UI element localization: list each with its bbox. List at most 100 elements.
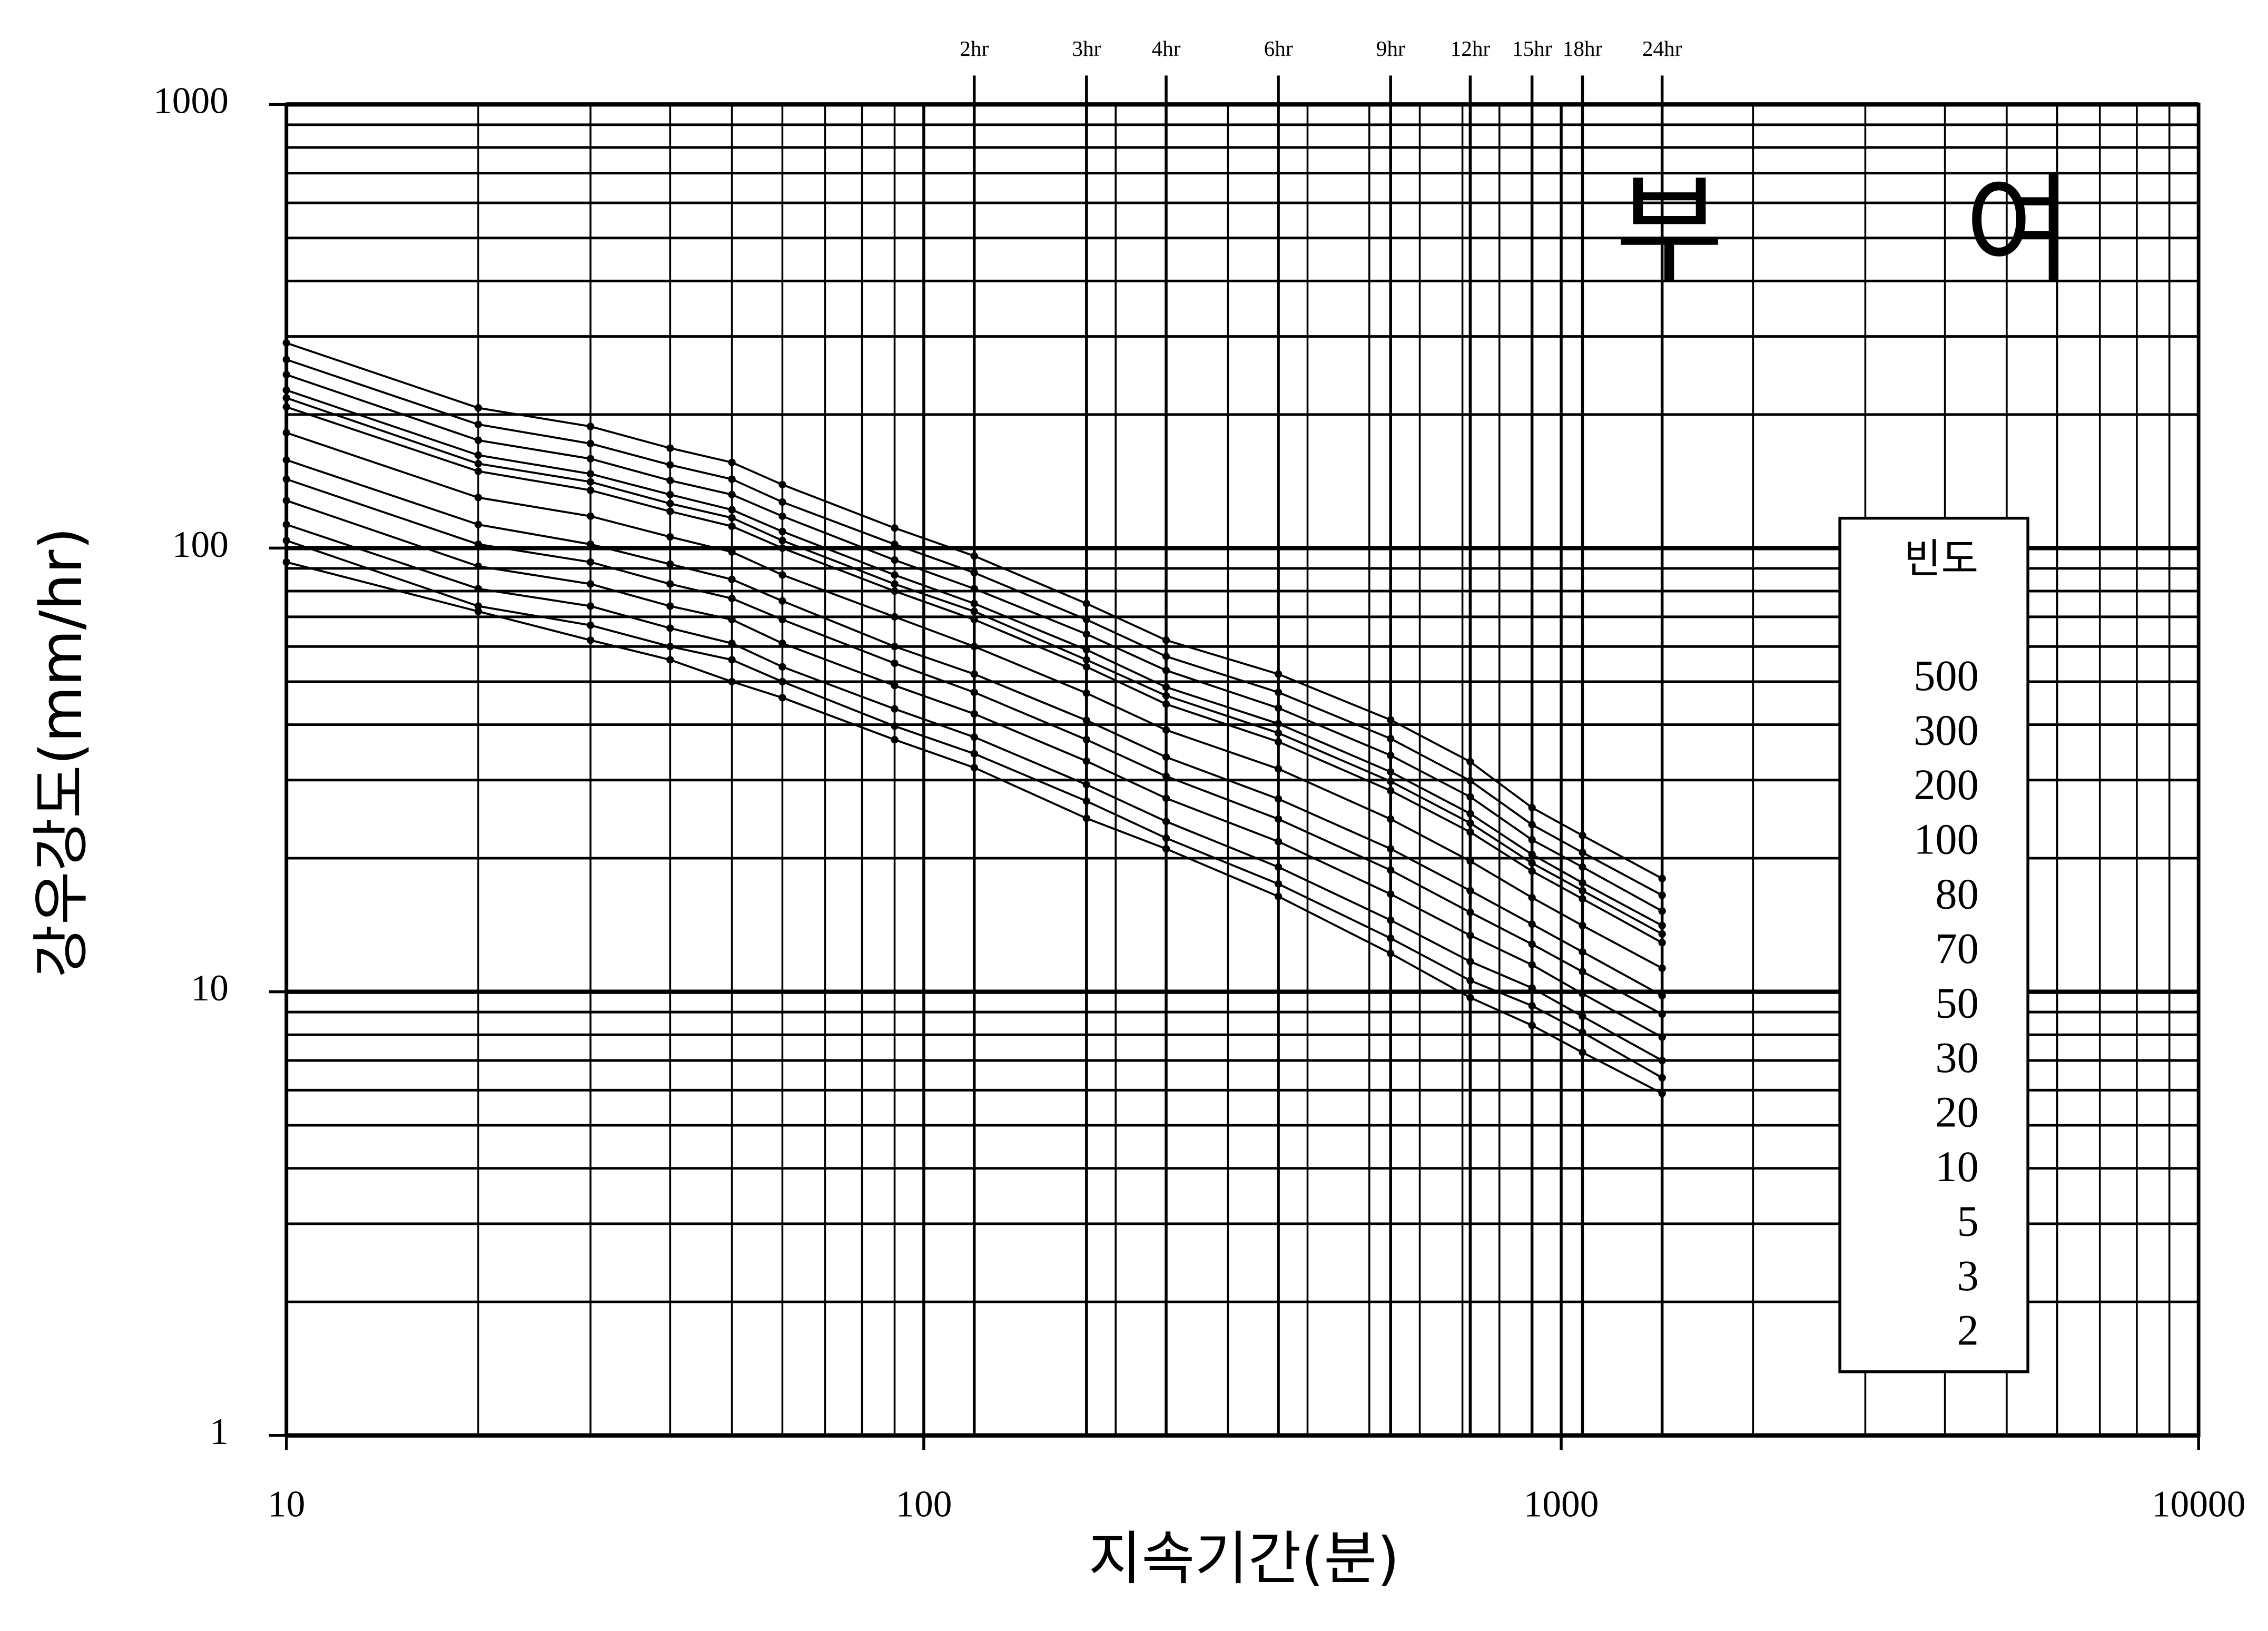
top-tick-label: 24hr bbox=[1642, 36, 1682, 61]
data-point bbox=[1162, 652, 1170, 661]
data-point bbox=[586, 470, 595, 478]
legend-entry: 10 bbox=[1935, 1143, 1978, 1191]
x-tick-label: 10000 bbox=[2152, 1483, 2245, 1525]
data-point bbox=[970, 733, 978, 741]
data-point bbox=[1387, 751, 1395, 760]
data-point bbox=[586, 558, 595, 566]
data-point bbox=[586, 439, 595, 448]
y-tick-label: 100 bbox=[172, 524, 229, 565]
data-point bbox=[1466, 887, 1474, 895]
series-line bbox=[286, 374, 1663, 912]
legend-entry: 70 bbox=[1935, 925, 1978, 972]
data-point bbox=[1162, 753, 1170, 761]
data-point bbox=[1658, 1056, 1666, 1065]
data-point bbox=[891, 541, 899, 548]
series-line bbox=[286, 539, 1663, 1079]
data-point bbox=[282, 536, 290, 545]
data-point bbox=[1387, 787, 1395, 794]
data-point bbox=[1082, 663, 1090, 671]
data-point bbox=[1528, 803, 1536, 812]
data-point bbox=[1658, 875, 1666, 882]
data-point bbox=[970, 764, 978, 772]
data-point bbox=[728, 522, 736, 530]
data-point bbox=[1387, 716, 1395, 724]
data-point bbox=[586, 455, 595, 463]
data-point bbox=[666, 560, 674, 568]
data-point bbox=[586, 541, 595, 548]
data-point bbox=[891, 722, 899, 730]
data-point bbox=[474, 520, 482, 528]
data-point bbox=[1082, 689, 1090, 697]
data-point bbox=[778, 512, 786, 520]
data-point bbox=[1528, 920, 1536, 928]
data-point bbox=[1658, 991, 1666, 1000]
data-point bbox=[891, 524, 899, 532]
data-point bbox=[728, 490, 736, 499]
data-point bbox=[586, 621, 595, 630]
data-point bbox=[1528, 859, 1536, 867]
data-point bbox=[474, 562, 482, 571]
data-point bbox=[891, 587, 899, 595]
data-point bbox=[666, 444, 674, 452]
series-line bbox=[286, 342, 1663, 880]
series-line bbox=[286, 478, 1663, 1015]
data-point bbox=[282, 403, 290, 411]
legend-entry: 500 bbox=[1914, 652, 1979, 700]
data-point bbox=[1082, 646, 1090, 654]
data-point bbox=[1387, 815, 1395, 823]
data-point bbox=[1162, 692, 1170, 700]
data-point bbox=[1466, 828, 1474, 836]
data-point bbox=[1466, 810, 1474, 818]
data-point bbox=[1528, 961, 1536, 969]
data-point bbox=[1387, 866, 1395, 874]
series-line bbox=[286, 358, 1663, 897]
data-point bbox=[891, 643, 899, 651]
data-point bbox=[1579, 948, 1586, 956]
series-line bbox=[286, 561, 1663, 1095]
data-point bbox=[1466, 977, 1474, 985]
data-point bbox=[1082, 656, 1090, 664]
data-point bbox=[1387, 916, 1395, 924]
legend: 500 300 200 100 80 70 50 30 20 10 5 3 2 bbox=[1914, 652, 1979, 1354]
legend-box bbox=[1838, 516, 2029, 1373]
data-point bbox=[1528, 821, 1536, 829]
data-point bbox=[1658, 930, 1666, 938]
data-point bbox=[1466, 931, 1474, 939]
data-point bbox=[1658, 1033, 1666, 1041]
series-line bbox=[286, 397, 1663, 935]
data-point bbox=[474, 585, 482, 593]
data-point bbox=[1387, 845, 1395, 853]
top-tick-label: 6hr bbox=[1264, 36, 1293, 61]
legend-entry: 30 bbox=[1935, 1034, 1978, 1082]
data-point bbox=[1082, 600, 1090, 607]
data-point bbox=[1274, 838, 1283, 846]
data-point bbox=[1387, 890, 1395, 898]
data-point bbox=[1658, 964, 1666, 972]
data-point bbox=[474, 404, 482, 412]
data-point bbox=[1579, 1048, 1586, 1056]
data-point bbox=[1579, 1028, 1586, 1036]
data-point bbox=[1274, 863, 1283, 871]
data-point bbox=[1658, 1089, 1666, 1097]
data-point bbox=[1162, 794, 1170, 802]
data-point bbox=[1579, 921, 1586, 930]
data-point bbox=[282, 394, 290, 402]
data-point bbox=[474, 467, 482, 475]
data-point bbox=[474, 494, 482, 502]
series-line bbox=[286, 459, 1663, 997]
data-point bbox=[1274, 765, 1283, 773]
data-point bbox=[891, 682, 899, 690]
data-point bbox=[970, 750, 978, 758]
data-point bbox=[1466, 857, 1474, 865]
data-point bbox=[778, 527, 786, 536]
data-point bbox=[1162, 818, 1170, 826]
data-point bbox=[1082, 814, 1090, 822]
data-point bbox=[970, 607, 978, 615]
data-point bbox=[728, 475, 736, 483]
data-point bbox=[1658, 1074, 1666, 1082]
data-point bbox=[282, 456, 290, 464]
data-point bbox=[1466, 758, 1474, 766]
data-point bbox=[1387, 734, 1395, 743]
legend-entry: 300 bbox=[1914, 706, 1979, 754]
